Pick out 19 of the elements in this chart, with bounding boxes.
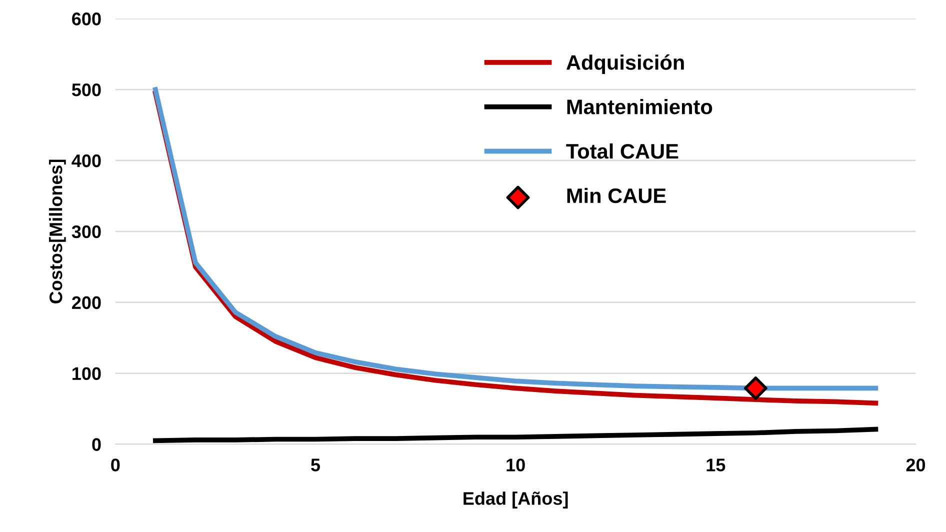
x-tick-label: 15	[706, 458, 726, 472]
legend-label: Mantenimiento	[567, 98, 712, 114]
x-axis-title: Edad [Años]	[464, 492, 568, 508]
x-tick-label: 20	[906, 458, 926, 472]
legend-label: Adquisición	[566, 54, 684, 74]
y-tick-label: 300	[72, 225, 101, 238]
x-tick-label: 0	[111, 458, 120, 472]
x-tick-label: 10	[506, 458, 525, 472]
y-tick-label: 100	[72, 367, 101, 380]
y-tick-label: 200	[72, 296, 101, 310]
legend-label: Min CAUE	[567, 188, 666, 204]
y-tick-label: 500	[72, 83, 101, 96]
y-tick-label: 400	[72, 154, 101, 168]
y-tick-label: 600	[72, 12, 101, 26]
y-axis-title: Costos[Millones]	[49, 160, 66, 304]
x-tick-label: 5	[311, 458, 320, 472]
line-series	[153, 426, 878, 444]
y-tick-label: 0	[92, 438, 101, 451]
legend-label: Total CAUE	[566, 143, 678, 159]
